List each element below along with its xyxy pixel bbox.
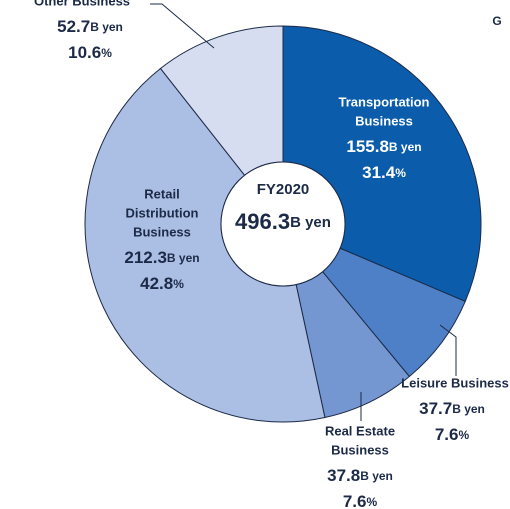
percent: 7.6 bbox=[343, 492, 367, 509]
unit: B yen bbox=[360, 469, 393, 483]
value-label: 155.8B yen bbox=[346, 137, 421, 156]
category-label: Leisure Business bbox=[401, 375, 509, 390]
percent-unit: % bbox=[173, 277, 184, 291]
percent-label: 31.4% bbox=[362, 163, 406, 182]
percent: 10.6 bbox=[68, 43, 101, 62]
category-label: Business bbox=[133, 224, 191, 239]
category-label: Real Estate bbox=[325, 423, 395, 438]
unit: B yen bbox=[389, 140, 422, 154]
value: 52.7 bbox=[57, 17, 90, 36]
percent-label: 7.6% bbox=[435, 425, 470, 444]
percent: 7.6 bbox=[435, 425, 459, 444]
unit: B yen bbox=[167, 251, 200, 265]
value: 212.3 bbox=[124, 248, 167, 267]
category-label: Other Business bbox=[34, 0, 130, 8]
center-total: 496.3B yen bbox=[235, 209, 331, 234]
note: G bbox=[492, 14, 501, 28]
value: 155.8 bbox=[346, 137, 389, 156]
percent: 42.8 bbox=[140, 274, 173, 293]
percent-label: 10.6% bbox=[68, 43, 112, 62]
unit: B yen bbox=[452, 402, 485, 416]
center-title: FY2020 bbox=[257, 181, 310, 198]
donut-hole bbox=[220, 161, 346, 287]
category-label: Distribution bbox=[126, 205, 199, 220]
slices bbox=[84, 25, 482, 423]
category-label: Retail bbox=[144, 186, 179, 201]
percent-label: 42.8% bbox=[140, 274, 184, 293]
percent: 31.4 bbox=[362, 163, 396, 182]
value-label: 37.8B yen bbox=[327, 466, 393, 485]
value-label: 37.7B yen bbox=[419, 399, 485, 418]
unit: B yen bbox=[290, 214, 331, 231]
value-label: 212.3B yen bbox=[124, 248, 199, 267]
value: 37.8 bbox=[327, 466, 360, 485]
value-label: 52.7B yen bbox=[57, 17, 123, 36]
percent-label: 7.6% bbox=[343, 492, 378, 509]
unit: B yen bbox=[90, 20, 123, 34]
value: 37.7 bbox=[419, 399, 452, 418]
category-label: Business bbox=[331, 442, 389, 457]
percent-unit: % bbox=[458, 428, 469, 442]
total: 496.3 bbox=[235, 209, 290, 234]
category-label: Business bbox=[355, 113, 413, 128]
percent-unit: % bbox=[101, 46, 112, 60]
leader-line bbox=[150, 3, 215, 49]
percent-unit: % bbox=[395, 166, 406, 180]
category-label: Transportation bbox=[338, 94, 429, 109]
leader-line bbox=[439, 324, 457, 376]
percent-unit: % bbox=[366, 495, 377, 509]
